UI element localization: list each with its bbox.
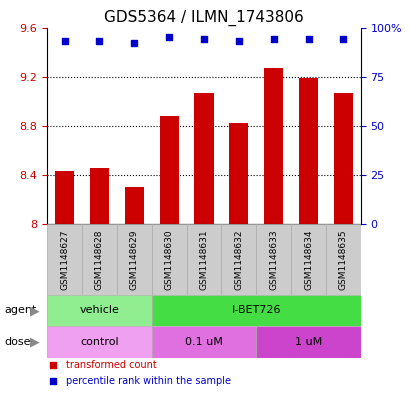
Title: GDS5364 / ILMN_1743806: GDS5364 / ILMN_1743806 (104, 10, 303, 26)
Text: percentile rank within the sample: percentile rank within the sample (66, 376, 230, 386)
Text: I-BET726: I-BET726 (231, 305, 280, 316)
Text: GSM1148632: GSM1148632 (234, 229, 243, 290)
Text: GSM1148633: GSM1148633 (269, 229, 277, 290)
Point (200, 36, 207, 42)
Point (305, 36, 311, 42)
Text: GSM1148634: GSM1148634 (303, 229, 312, 290)
Text: GSM1148629: GSM1148629 (130, 229, 138, 290)
Bar (124, 187, 144, 224)
Bar (47, 326, 151, 358)
Bar (186, 224, 221, 295)
Text: dose: dose (4, 337, 31, 347)
Bar (221, 224, 256, 295)
Bar (333, 93, 352, 224)
Text: ▶: ▶ (30, 304, 40, 317)
Bar (298, 78, 317, 224)
Text: agent: agent (4, 305, 36, 316)
Bar (47, 224, 82, 295)
Bar (256, 224, 290, 295)
Bar (325, 224, 360, 295)
Bar (117, 224, 151, 295)
Bar (151, 326, 256, 358)
Text: 0.1 uM: 0.1 uM (184, 337, 222, 347)
Bar (90, 167, 109, 224)
Bar (55, 171, 74, 224)
Bar (256, 326, 360, 358)
Point (131, 40, 137, 46)
Bar (47, 295, 151, 326)
Point (50, 378, 56, 384)
Point (339, 36, 346, 42)
Bar (290, 224, 325, 295)
Point (270, 36, 276, 42)
Point (50, 362, 56, 369)
Text: GSM1148635: GSM1148635 (338, 229, 347, 290)
Text: GSM1148627: GSM1148627 (60, 229, 69, 290)
Bar (151, 224, 186, 295)
Text: ▶: ▶ (30, 335, 40, 349)
Text: transformed count: transformed count (66, 360, 156, 371)
Text: vehicle: vehicle (79, 305, 119, 316)
Text: GSM1148631: GSM1148631 (199, 229, 208, 290)
Text: control: control (80, 337, 119, 347)
Text: 1 uM: 1 uM (294, 337, 321, 347)
Point (61, 38, 68, 44)
Point (166, 34, 172, 40)
Bar (82, 224, 117, 295)
Bar (151, 295, 360, 326)
Bar (194, 93, 213, 224)
Bar (263, 68, 283, 224)
Bar (159, 116, 178, 224)
Text: GSM1148630: GSM1148630 (164, 229, 173, 290)
Point (235, 38, 242, 44)
Point (96, 38, 103, 44)
Text: GSM1148628: GSM1148628 (95, 229, 103, 290)
Bar (229, 123, 248, 224)
